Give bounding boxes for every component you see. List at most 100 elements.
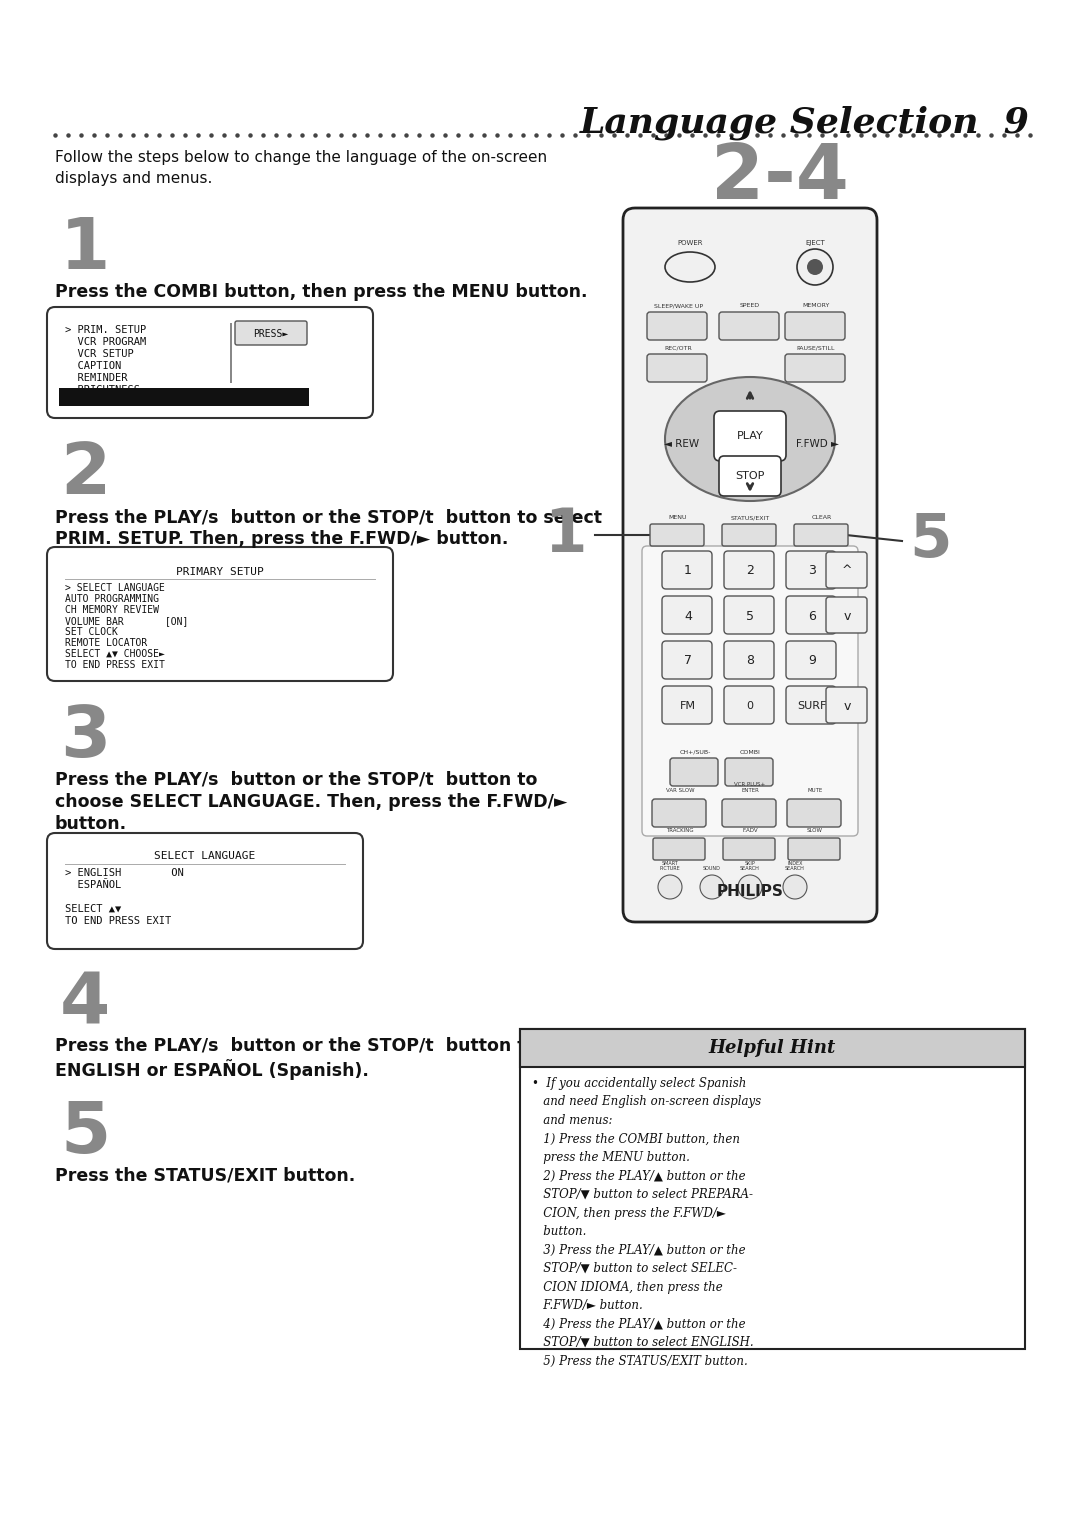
Text: 2: 2 xyxy=(746,564,754,578)
Text: 8: 8 xyxy=(746,654,754,668)
Text: SURF: SURF xyxy=(797,702,826,711)
Text: PRIMARY SETUP: PRIMARY SETUP xyxy=(176,567,264,576)
Text: 5: 5 xyxy=(908,511,951,570)
FancyBboxPatch shape xyxy=(647,313,707,340)
Text: POWER: POWER xyxy=(677,239,703,246)
Text: Follow the steps below to change the language of the on-screen
displays and menu: Follow the steps below to change the lan… xyxy=(55,149,548,186)
Text: v: v xyxy=(843,610,851,622)
FancyBboxPatch shape xyxy=(670,758,718,785)
Text: > PRIM. SETUP: > PRIM. SETUP xyxy=(65,325,146,336)
Bar xyxy=(230,323,232,383)
Text: SLEEP/WAKE UP: SLEEP/WAKE UP xyxy=(653,303,702,308)
Text: VOLUME BAR       [ON]: VOLUME BAR [ON] xyxy=(65,616,188,625)
Text: PHILIPS: PHILIPS xyxy=(716,884,783,900)
Text: 5: 5 xyxy=(746,610,754,622)
Text: Press the STATUS/EXIT button.: Press the STATUS/EXIT button. xyxy=(55,1167,355,1185)
FancyBboxPatch shape xyxy=(723,525,777,546)
Bar xyxy=(59,387,309,406)
FancyBboxPatch shape xyxy=(719,313,779,340)
Text: PAUSE/STILL: PAUSE/STILL xyxy=(797,345,835,351)
Text: TO END PRESS EXIT: TO END PRESS EXIT xyxy=(65,660,165,669)
Text: CAPTION: CAPTION xyxy=(65,361,121,371)
Text: EJECT: EJECT xyxy=(805,239,825,246)
FancyBboxPatch shape xyxy=(794,525,848,546)
Text: ESPAÑOL: ESPAÑOL xyxy=(65,880,121,891)
Text: Press the PLAY/s  button or the STOP/t  button to select: Press the PLAY/s button or the STOP/t bu… xyxy=(55,1037,602,1055)
Text: 2-4: 2-4 xyxy=(711,140,849,215)
FancyBboxPatch shape xyxy=(826,686,867,723)
Text: REC/OTR: REC/OTR xyxy=(664,345,692,351)
FancyBboxPatch shape xyxy=(48,547,393,682)
Text: button.: button. xyxy=(55,814,127,833)
FancyBboxPatch shape xyxy=(642,546,858,836)
Text: VCR PROGRAM: VCR PROGRAM xyxy=(65,337,146,348)
Text: FM: FM xyxy=(680,702,696,711)
Circle shape xyxy=(807,259,823,274)
Text: SET CLOCK: SET CLOCK xyxy=(65,627,118,637)
Text: CH MEMORY REVIEW: CH MEMORY REVIEW xyxy=(65,605,159,615)
Text: Press the PLAY/s  button or the STOP/t  button to select: Press the PLAY/s button or the STOP/t bu… xyxy=(55,508,602,526)
FancyBboxPatch shape xyxy=(662,686,712,724)
FancyBboxPatch shape xyxy=(787,799,841,827)
Text: CH+/SUB-: CH+/SUB- xyxy=(679,750,711,755)
FancyBboxPatch shape xyxy=(786,686,836,724)
FancyBboxPatch shape xyxy=(719,456,781,496)
Text: SLOW: SLOW xyxy=(807,828,823,833)
FancyBboxPatch shape xyxy=(519,1029,1025,1350)
Text: REMINDER: REMINDER xyxy=(65,374,127,383)
Text: SPEED: SPEED xyxy=(740,303,760,308)
FancyBboxPatch shape xyxy=(724,686,774,724)
Text: 1: 1 xyxy=(60,215,110,284)
Text: PLAY: PLAY xyxy=(737,432,764,441)
Text: 4: 4 xyxy=(60,968,110,1039)
Text: SOUND: SOUND xyxy=(703,866,721,871)
Text: MEMORY: MEMORY xyxy=(802,303,829,308)
Ellipse shape xyxy=(665,252,715,282)
Circle shape xyxy=(700,875,724,900)
Text: AUTO PROGRAMMING: AUTO PROGRAMMING xyxy=(65,595,159,604)
Text: ◄ REW: ◄ REW xyxy=(664,439,700,448)
Text: 4: 4 xyxy=(684,610,692,622)
FancyBboxPatch shape xyxy=(788,839,840,860)
Text: INDEX
SEARCH: INDEX SEARCH xyxy=(785,860,805,871)
Circle shape xyxy=(783,875,807,900)
FancyBboxPatch shape xyxy=(650,525,704,546)
Text: REMOTE LOCATOR: REMOTE LOCATOR xyxy=(65,637,147,648)
Text: 3: 3 xyxy=(60,703,110,772)
Text: SELECT LANGUAGE: SELECT LANGUAGE xyxy=(154,851,256,862)
Text: 7: 7 xyxy=(684,654,692,668)
Text: 3: 3 xyxy=(808,564,815,578)
FancyBboxPatch shape xyxy=(652,799,706,827)
Text: Press the PLAY/s  button or the STOP/t  button to: Press the PLAY/s button or the STOP/t bu… xyxy=(55,772,538,788)
Text: Helpful Hint: Helpful Hint xyxy=(708,1039,836,1057)
Text: ENGLISH or ESPAÑOL (Spanish).: ENGLISH or ESPAÑOL (Spanish). xyxy=(55,1058,369,1080)
Text: COMBI: COMBI xyxy=(740,750,760,755)
FancyBboxPatch shape xyxy=(235,320,307,345)
Circle shape xyxy=(738,875,762,900)
Circle shape xyxy=(797,249,833,285)
Text: BRIGHTNESS: BRIGHTNESS xyxy=(65,384,140,395)
FancyBboxPatch shape xyxy=(785,313,845,340)
Text: Press the COMBI button, then press the MENU button.: Press the COMBI button, then press the M… xyxy=(55,284,588,300)
FancyBboxPatch shape xyxy=(653,839,705,860)
Text: Language Selection  9: Language Selection 9 xyxy=(580,105,1030,139)
Text: VCR SETUP: VCR SETUP xyxy=(65,349,134,358)
FancyBboxPatch shape xyxy=(662,596,712,634)
Text: SMART
PICTURE: SMART PICTURE xyxy=(660,860,680,871)
Text: 9: 9 xyxy=(808,654,815,668)
FancyBboxPatch shape xyxy=(725,758,773,785)
Ellipse shape xyxy=(665,377,835,502)
Text: SELECT ▲▼: SELECT ▲▼ xyxy=(65,904,121,913)
FancyBboxPatch shape xyxy=(48,307,373,418)
FancyBboxPatch shape xyxy=(826,552,867,589)
FancyBboxPatch shape xyxy=(48,833,363,949)
Text: 1: 1 xyxy=(684,564,692,578)
Text: VOL: VOL xyxy=(839,689,854,698)
Text: > SELECT LANGUAGE: > SELECT LANGUAGE xyxy=(65,583,165,593)
FancyBboxPatch shape xyxy=(714,412,786,461)
Text: VAR SLOW: VAR SLOW xyxy=(665,788,694,793)
Text: > ENGLISH        ON: > ENGLISH ON xyxy=(65,868,184,878)
FancyBboxPatch shape xyxy=(623,207,877,923)
FancyBboxPatch shape xyxy=(647,354,707,381)
FancyBboxPatch shape xyxy=(723,799,777,827)
